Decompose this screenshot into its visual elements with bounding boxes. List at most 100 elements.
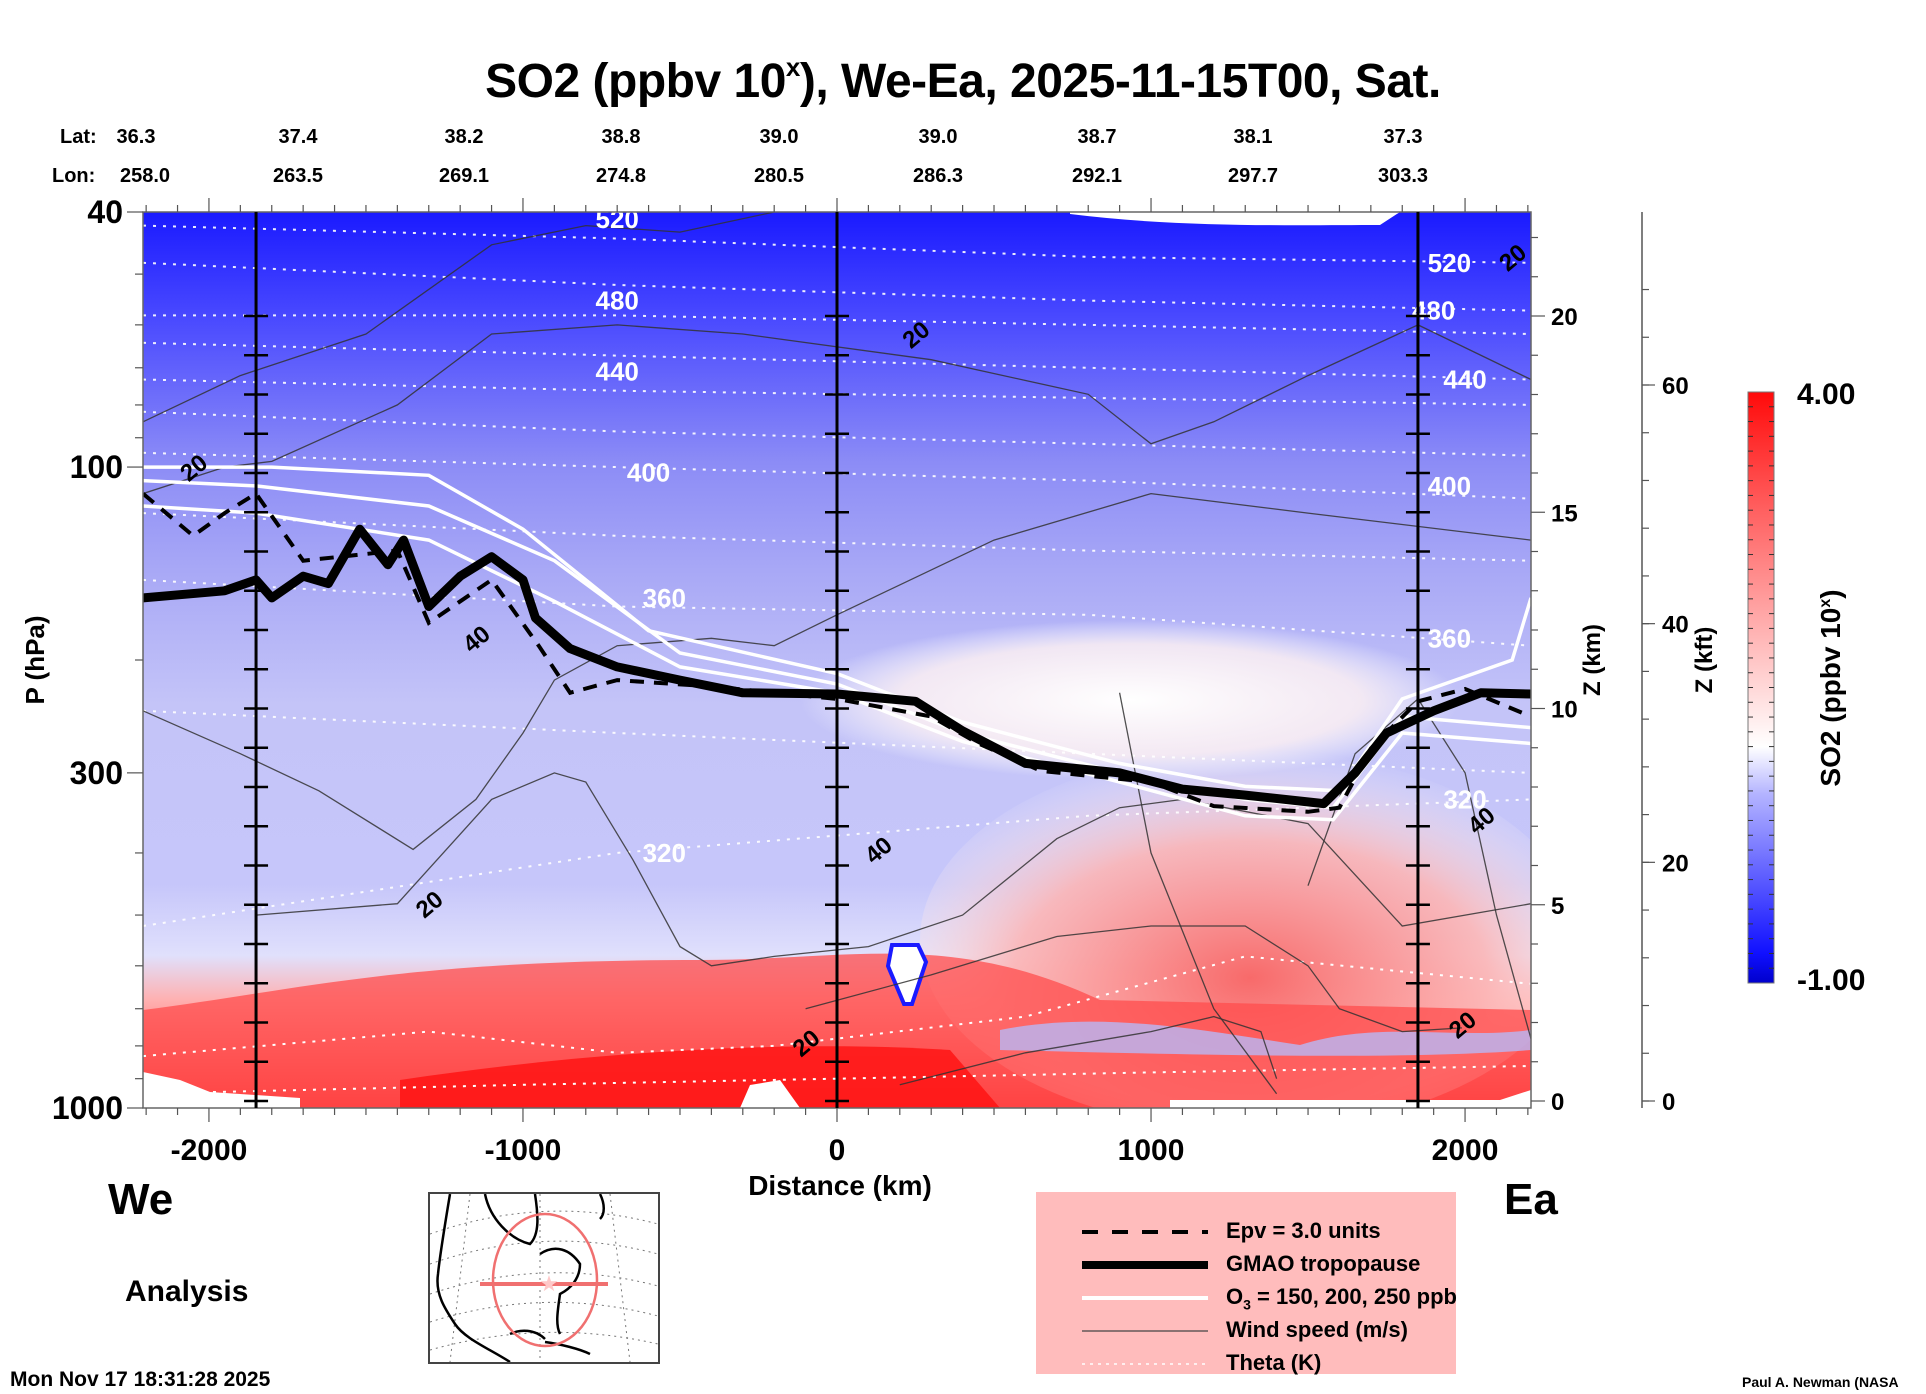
legend-item-wind: Wind speed (m/s): [1036, 1315, 1456, 1347]
title-text-suffix: ), We-Ea, 2025-11-15T00, Sat.: [799, 55, 1441, 108]
colorbar-label-close: ): [1815, 589, 1846, 598]
o3-contours: [143, 465, 1531, 822]
x-tick-label: 1000: [1118, 1134, 1185, 1167]
theta-label: 360: [643, 583, 686, 613]
colorbar-label-sup: x: [1817, 599, 1834, 608]
lon-value: 280.5: [753, 165, 805, 187]
map-center-star-icon: ★: [539, 1271, 559, 1296]
legend: Epv = 3.0 units GMAO tropopause O3 = 150…: [1036, 1192, 1457, 1375]
tropopause-line: [143, 524, 1531, 809]
lat-value: 38.8: [601, 126, 641, 148]
terrain-right: [1170, 1090, 1531, 1108]
o3-swatch-icon: [1082, 1296, 1208, 1300]
x-tick-label: -1000: [485, 1134, 562, 1167]
o3-contour: [143, 478, 1531, 810]
so2-surface-max: [400, 1046, 1000, 1108]
legend-item-theta: Theta (K): [1036, 1348, 1456, 1380]
o3-label-prefix: O: [1226, 1284, 1244, 1309]
so2-low-band: [1000, 1021, 1531, 1056]
lat-value: 39.0: [759, 126, 799, 148]
theta-swatch-icon: [1082, 1363, 1208, 1365]
lon-value: 292.1: [1071, 165, 1123, 187]
so2-white-region: [800, 620, 1460, 780]
lat-value: 38.2: [444, 126, 484, 148]
map-coastlines: [436, 1194, 605, 1362]
colorbar-ticks: [1748, 406, 1774, 969]
legend-item-epv: Epv = 3.0 units: [1036, 1216, 1456, 1248]
legend-label: Epv = 3.0 units: [1226, 1218, 1381, 1243]
theta-label: 360: [1428, 623, 1471, 653]
lon-value: 303.3: [1377, 165, 1429, 187]
theta-contour: [143, 578, 1531, 647]
lat-value: 37.3: [1383, 126, 1423, 148]
theta-label: 440: [1443, 364, 1486, 394]
z-kft-tick-label: 60: [1662, 373, 1689, 400]
theta-label: 320: [643, 838, 686, 868]
wind-contour: [255, 772, 1531, 967]
z-km-tick-label: 20: [1551, 304, 1578, 331]
lon-value: 286.3: [912, 165, 964, 187]
legend-item-tropopause: GMAO tropopause: [1036, 1249, 1456, 1281]
z-kft-tick-label: 40: [1662, 612, 1689, 639]
theta-label: 320: [1443, 784, 1486, 814]
timestamp: Mon Nov 17 18:31:28 2025: [10, 1368, 271, 1391]
top-blank: [1070, 212, 1400, 226]
z-km-tick-label: 10: [1551, 697, 1578, 724]
theta-contour: [143, 451, 1531, 500]
lat-row: Lat: 36.3 37.4 38.2 38.8 39.0 39.0 38.7 38.1 37.…: [0, 126, 1926, 152]
wind-contour: [805, 925, 1462, 1033]
lat-value: 36.3: [116, 126, 156, 148]
colorbar-min-label: -1.00: [1797, 964, 1865, 997]
lon-value: 269.1: [438, 165, 490, 187]
colorbar-label-text: SO2 (ppbv 10: [1815, 608, 1846, 787]
theta-label: 440: [595, 357, 638, 387]
x-tick-label: 2000: [1432, 1134, 1499, 1167]
theta-contours: [143, 224, 1531, 1095]
x-tick-label: -2000: [171, 1134, 248, 1167]
lat-value: 38.1: [1233, 126, 1273, 148]
y-tick-label: 300: [70, 755, 123, 791]
wind-contour: [143, 212, 775, 423]
y-axis-pressure: 40 100 300 1000: [52, 194, 143, 1126]
z-km-axis-label: Z (km): [1579, 624, 1606, 696]
y-axis-z-kft: 0 20 40 60: [1641, 212, 1689, 1116]
lat-value: 37.4: [278, 126, 318, 148]
theta-label: 400: [627, 458, 670, 488]
legend-item-o3: O3 = 150, 200, 250 ppb: [1036, 1282, 1457, 1314]
credit: Paul A. Newman (NASA: [1742, 1374, 1899, 1390]
analysis-label: Analysis: [125, 1275, 249, 1308]
y-axis-z-km: 0 5 10 15 20: [1531, 236, 1578, 1116]
legend-label: Theta (K): [1226, 1350, 1322, 1375]
x-axis-label: Distance (km): [748, 1170, 932, 1201]
so2-missing-cell: [885, 943, 929, 1006]
z-kft-tick-label: 20: [1662, 850, 1689, 877]
theta-contour: [143, 410, 1531, 457]
z-km-tick-label: 15: [1551, 500, 1578, 527]
tropopause-path: [143, 524, 1531, 809]
theta-contour: [143, 261, 1531, 312]
theta-label: 520: [1428, 248, 1471, 278]
chart-title: SO2 (ppbv 10x), We-Ea, 2025-11-15T00, Sa…: [0, 52, 1926, 109]
location-map: ★: [428, 1192, 660, 1364]
west-label: We: [108, 1175, 174, 1224]
lon-label: Lon:: [52, 165, 96, 187]
z-kft-tick-label: 0: [1662, 1089, 1675, 1116]
theta-label: 520: [595, 204, 638, 234]
wind-contour: [899, 1015, 1278, 1086]
lon-value: 263.5: [272, 165, 324, 187]
epv-swatch-icon: [1082, 1230, 1208, 1234]
lon-value: 274.8: [595, 165, 647, 187]
z-km-tick-label: 5: [1551, 893, 1564, 920]
legend-label: Wind speed (m/s): [1226, 1317, 1408, 1342]
lon-value: 258.0: [119, 165, 171, 187]
colorbar-label: SO2 (ppbv 10x): [1815, 589, 1846, 786]
z-km-tick-label: 0: [1551, 1089, 1564, 1116]
lat-label: Lat:: [60, 126, 97, 148]
legend-label: GMAO tropopause: [1226, 1251, 1421, 1276]
map-svg: ★: [430, 1194, 658, 1362]
lon-row: Lon: 258.0 263.5 269.1 274.8 280.5 286.3 292.1…: [0, 165, 1926, 191]
lon-value: 297.7: [1227, 165, 1279, 187]
map-range-circle: [491, 1212, 599, 1348]
